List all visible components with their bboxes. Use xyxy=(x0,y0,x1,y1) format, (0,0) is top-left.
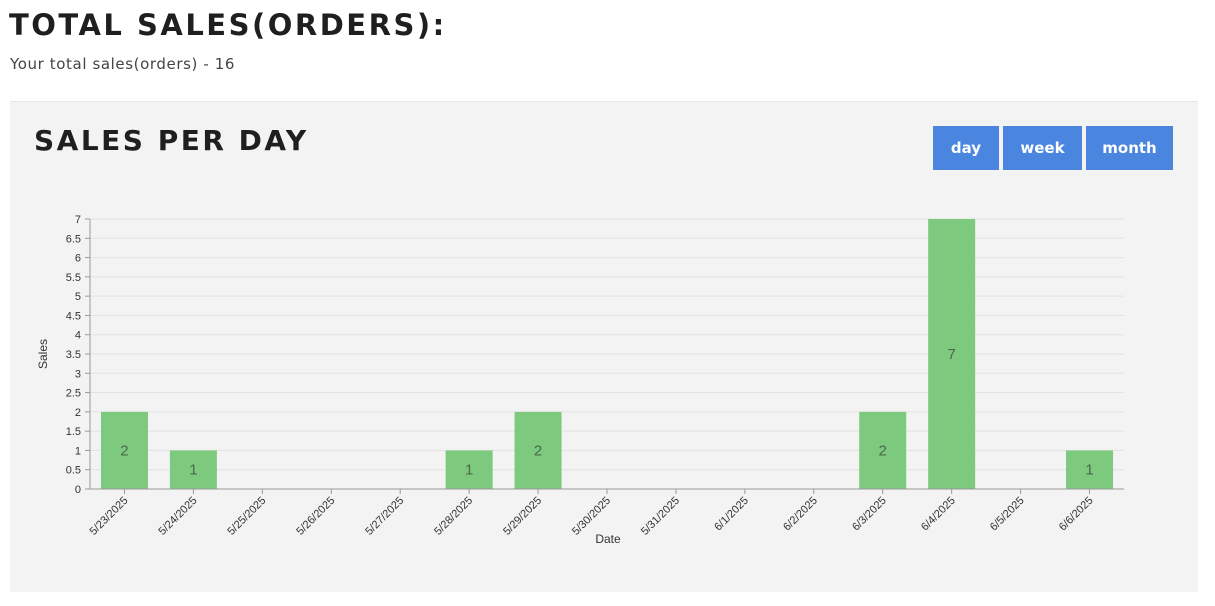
x-tick-label: 5/28/2025 xyxy=(432,495,475,538)
y-tick-label: 3 xyxy=(75,368,81,380)
y-tick-label: 2.5 xyxy=(66,388,81,400)
x-tick-label: 5/24/2025 xyxy=(156,495,199,538)
x-tick-label: 5/31/2025 xyxy=(639,495,682,538)
x-tick-label: 5/26/2025 xyxy=(294,495,337,538)
bar xyxy=(859,411,907,489)
bar xyxy=(100,411,148,489)
bar xyxy=(169,450,217,489)
x-tick-label: 5/23/2025 xyxy=(87,495,130,538)
bar xyxy=(1066,450,1114,489)
bar-value-label: 2 xyxy=(534,442,542,459)
y-tick-label: 4.5 xyxy=(66,310,81,322)
x-tick-label: 5/27/2025 xyxy=(363,495,406,538)
y-tick-label: 5 xyxy=(75,291,81,303)
y-axis-title: Sales xyxy=(36,339,50,369)
x-axis-title: Date xyxy=(595,532,621,546)
x-tick-label: 6/5/2025 xyxy=(988,495,1027,534)
x-tick-label: 6/4/2025 xyxy=(919,495,958,534)
y-tick-label: 6 xyxy=(75,253,81,265)
bar xyxy=(514,411,562,489)
x-tick-label: 6/2/2025 xyxy=(781,495,820,534)
y-tick-label: 3.5 xyxy=(66,349,81,361)
bar-value-label: 2 xyxy=(879,442,887,459)
x-tick-label: 6/6/2025 xyxy=(1057,495,1096,534)
bar-value-label: 1 xyxy=(1085,462,1093,479)
y-tick-label: 6.5 xyxy=(66,233,81,245)
bar-value-label: 7 xyxy=(947,346,955,363)
y-tick-label: 7 xyxy=(75,214,81,226)
y-tick-label: 0 xyxy=(75,484,81,496)
y-tick-label: 1 xyxy=(75,445,81,457)
y-tick-label: 1.5 xyxy=(66,426,81,438)
y-tick-label: 4 xyxy=(75,330,81,342)
bar-value-label: 1 xyxy=(465,462,473,479)
total-sales-summary: Your total sales(orders) - 16 xyxy=(10,55,236,73)
sales-bar-chart: 0 0.5 1 1.5 2 2.5 3 3.5 4 4.5 5 5.5 6 6.5 7 2 1 1 2 2 7 1 5/23… xyxy=(36,214,1124,546)
x-tick-label: 6/1/2025 xyxy=(712,495,751,534)
week-button[interactable]: week xyxy=(1003,126,1082,170)
bar-value-label: 2 xyxy=(120,442,128,459)
chart-title: SALES PER DAY xyxy=(34,124,309,157)
y-tick-label: 2 xyxy=(75,407,81,419)
sales-chart-panel: SALES PER DAY day week month 0 0.5 1 1.5 2 2.… xyxy=(10,101,1198,592)
bar-value-label: 1 xyxy=(189,462,197,479)
bar xyxy=(928,219,976,489)
day-button[interactable]: day xyxy=(933,126,999,170)
x-tick-label: 5/29/2025 xyxy=(501,495,544,538)
page-title: TOTAL SALES(ORDERS): xyxy=(9,8,447,42)
bar xyxy=(445,450,493,489)
month-button[interactable]: month xyxy=(1086,126,1173,170)
y-tick-label: 5.5 xyxy=(66,272,81,284)
y-tick-label: 0.5 xyxy=(66,465,81,477)
x-tick-label: 6/3/2025 xyxy=(850,495,889,534)
period-button-group: day week month xyxy=(933,126,1173,170)
x-tick-label: 5/25/2025 xyxy=(225,495,268,538)
